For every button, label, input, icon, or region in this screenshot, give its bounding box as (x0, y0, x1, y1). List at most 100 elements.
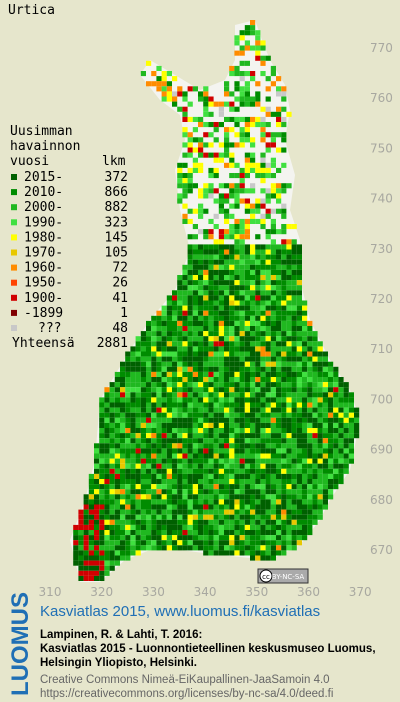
grid-cell (291, 428, 297, 434)
grid-cell (198, 259, 204, 265)
grid-cell (182, 458, 188, 464)
grid-cell (78, 545, 84, 551)
grid-cell (270, 540, 276, 546)
grid-cell (234, 290, 240, 296)
grid-cell (270, 224, 276, 230)
grid-cell (192, 417, 198, 423)
grid-cell (234, 514, 240, 520)
grid-cell (177, 453, 183, 459)
grid-cell (172, 504, 178, 510)
grid-cell (302, 458, 308, 464)
grid-cell (140, 397, 146, 403)
grid-cell (156, 331, 162, 337)
grid-cell (172, 346, 178, 352)
grid-cell (187, 458, 193, 464)
grid-cell (177, 504, 183, 510)
license[interactable]: https://creativecommons.org/licenses/by-… (40, 688, 333, 700)
grid-cell (286, 489, 292, 495)
grid-cell (182, 530, 188, 536)
grid-cell (166, 499, 172, 505)
grid-cell (109, 397, 115, 403)
grid-cell (224, 152, 230, 158)
grid-cell (172, 489, 178, 495)
grid-cell (224, 254, 230, 260)
grid-cell (291, 239, 297, 245)
grid-cell (146, 448, 152, 454)
grid-cell (255, 545, 261, 551)
grid-cell (224, 453, 230, 459)
grid-cell (286, 479, 292, 485)
grid-cell (198, 208, 204, 214)
grid-cell (192, 116, 198, 122)
grid-cell (109, 422, 115, 428)
grid-cell (187, 86, 193, 92)
grid-cell (135, 489, 141, 495)
grid-cell (120, 494, 126, 500)
link[interactable]: Kasviatlas 2015, www.luomus.fi/kasviatla… (40, 603, 320, 620)
grid-cell (161, 484, 167, 490)
grid-cell (239, 198, 245, 204)
grid-cell (291, 315, 297, 321)
grid-cell (244, 132, 250, 138)
grid-cell (224, 545, 230, 551)
grid-cell (192, 545, 198, 551)
grid-cell (187, 402, 193, 408)
grid-cell (281, 509, 287, 515)
grid-cell (140, 519, 146, 525)
grid-cell (130, 377, 136, 383)
grid-cell (218, 315, 224, 321)
grid-cell (192, 326, 198, 332)
grid-cell (130, 366, 136, 372)
grid-cell (224, 193, 230, 199)
grid-cell (255, 336, 261, 342)
grid-cell (276, 453, 282, 459)
grid-cell (250, 509, 256, 515)
grid-cell (130, 361, 136, 367)
grid-cell (260, 218, 266, 224)
grid-cell (182, 468, 188, 474)
grid-cell (229, 433, 235, 439)
grid-cell (270, 473, 276, 479)
grid-cell (260, 71, 266, 77)
grid-cell (78, 560, 84, 566)
grid-cell (239, 326, 245, 332)
grid-cell (281, 264, 287, 270)
grid-cell (104, 402, 110, 408)
grid-cell (177, 167, 183, 173)
grid-cell (312, 458, 318, 464)
grid-cell (187, 509, 193, 515)
grid-cell (244, 45, 250, 51)
grid-cell (114, 422, 120, 428)
grid-cell (255, 101, 261, 107)
grid-cell (151, 540, 157, 546)
grid-cell (146, 422, 152, 428)
grid-cell (244, 412, 250, 418)
grid-cell (130, 443, 136, 449)
grid-cell (276, 468, 282, 474)
grid-cell (130, 484, 136, 490)
grid-cell (338, 443, 344, 449)
grid-cell (83, 570, 89, 576)
grid-cell (78, 540, 84, 546)
grid-cell (140, 509, 146, 515)
grid-cell (291, 244, 297, 250)
grid-cell (182, 188, 188, 194)
grid-cell (135, 428, 141, 434)
grid-cell (224, 310, 230, 316)
grid-cell (234, 499, 240, 505)
grid-cell (104, 468, 110, 474)
grid-cell (203, 412, 209, 418)
grid-cell (182, 193, 188, 199)
grid-cell (229, 371, 235, 377)
grid-cell (192, 356, 198, 362)
grid-cell (234, 443, 240, 449)
grid-cell (146, 484, 152, 490)
grid-cell (270, 356, 276, 362)
grid-cell (172, 535, 178, 541)
grid-cell (307, 479, 313, 485)
grid-cell (156, 504, 162, 510)
grid-cell (255, 122, 261, 128)
grid-cell (187, 473, 193, 479)
grid-cell (281, 259, 287, 265)
x-grid-label: 360 (297, 585, 320, 599)
